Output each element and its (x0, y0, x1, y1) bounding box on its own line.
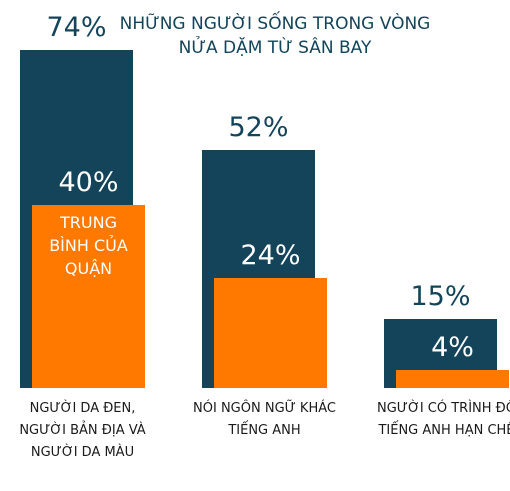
bar (396, 369, 509, 388)
value-label: 40% (58, 167, 119, 199)
x-tick-label: NGƯỜI CÓ TRÌNH ĐỘ TIẾNG ANH HẠN CHẾ (377, 401, 510, 438)
value-label: 74% (46, 12, 107, 43)
bar (214, 278, 327, 388)
bar (32, 205, 145, 388)
x-tick-label: NÓI NGÔN NGỮ KHÁC TIẾNG ANH (193, 401, 336, 438)
value-label: 4% (431, 331, 474, 363)
legend-label: NHỮNG NGƯỜI SỐNG TRONG VÒNG NỬA DẶM TỪ S… (119, 14, 431, 58)
value-label: 15% (410, 281, 471, 313)
value-label: 52% (228, 112, 289, 144)
value-label: 24% (240, 240, 301, 272)
x-tick-label: NGƯỜI DA ĐEN, NGƯỜI BẢN ĐỊA VÀ NGƯỜI DA … (19, 401, 146, 460)
legend-label: TRUNG BÌNH CỦA QUẬN (49, 213, 128, 279)
